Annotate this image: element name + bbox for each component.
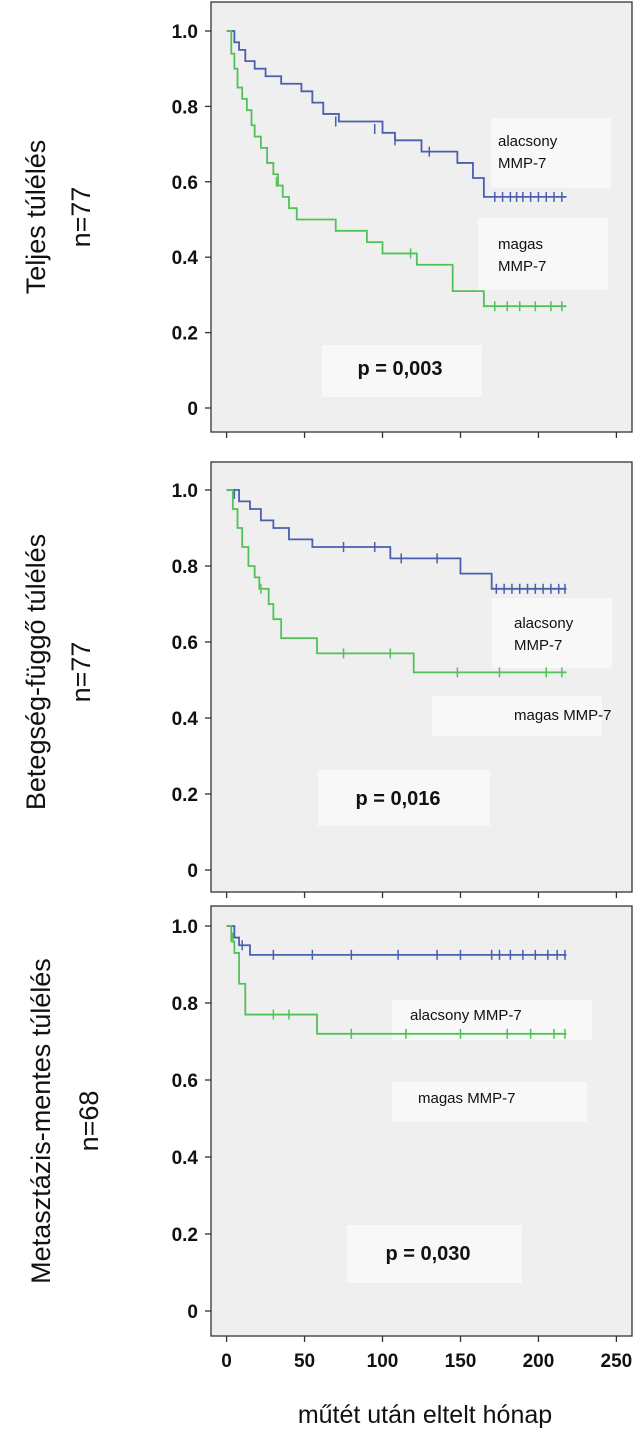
y-tick-label: 0.4 xyxy=(172,1148,199,1169)
y-tick-label: 0.2 xyxy=(172,1225,198,1246)
km-curve-alacsony xyxy=(226,925,567,956)
y-tick-label: 0.6 xyxy=(172,633,198,654)
km-panel-1: 0 0.2 0.4 0.6 0.8 1.0 alacsony MMP-7 magas MMP-7 p… xyxy=(21,1,633,438)
km-curve-magas xyxy=(226,489,567,674)
x-tick-label: 150 xyxy=(445,1351,477,1372)
km-panel-3: 0 0.2 0.4 0.6 0.8 1.0 0 50 100 150 200 250 alacsony … xyxy=(26,905,633,1429)
p-value-box xyxy=(322,345,482,397)
y-tick-label: 1.0 xyxy=(172,917,198,938)
annotation-box xyxy=(478,218,608,290)
y-tick-label: 0.8 xyxy=(172,97,198,118)
row-sublabel: n=77 xyxy=(66,642,96,703)
y-tick-label: 0.8 xyxy=(172,557,198,578)
km-curve-alacsony xyxy=(226,489,567,590)
km-panel-2: 0 0.2 0.4 0.6 0.8 1.0 alacsony MMP-7 magas MMP-7… xyxy=(21,461,633,898)
p-value: p = 0,003 xyxy=(357,358,442,380)
x-tick-label: 50 xyxy=(294,1351,315,1372)
p-value-box xyxy=(347,1225,522,1283)
y-tick-label: 0 xyxy=(187,1302,198,1323)
y-tick-label: 0.8 xyxy=(172,994,198,1015)
y-tick-label: 0.4 xyxy=(172,709,199,730)
row-sublabel: n=77 xyxy=(66,187,96,248)
km-curve-magas xyxy=(226,30,567,308)
y-tick-label: 0.6 xyxy=(172,1071,198,1092)
y-tick-label: 0.6 xyxy=(172,173,198,194)
series-annotation: magas MMP-7 xyxy=(498,236,546,275)
series-annotation: magas MMP-7 xyxy=(514,707,612,724)
y-tick-label: 1.0 xyxy=(172,22,198,43)
p-value: p = 0,016 xyxy=(355,788,440,810)
x-axis-label: műtét után eltelt hónap xyxy=(298,1401,552,1429)
series-annotation: magas MMP-7 xyxy=(418,1090,516,1107)
p-value: p = 0,030 xyxy=(385,1243,470,1265)
annotation-box xyxy=(491,118,611,188)
row-sublabel: n=68 xyxy=(74,1091,104,1152)
y-tick-label: 0.4 xyxy=(172,248,199,269)
y-tick-label: 0.2 xyxy=(172,785,198,806)
series-annotation: alacsony MMP-7 xyxy=(498,133,558,172)
x-tick-label: 100 xyxy=(367,1351,399,1372)
annotation-box xyxy=(432,696,602,736)
y-tick-label: 1.0 xyxy=(172,481,198,502)
annotation-box xyxy=(392,1082,587,1122)
x-tick-label: 250 xyxy=(601,1351,633,1372)
km-curve-magas xyxy=(226,925,567,1035)
y-tick-label: 0 xyxy=(187,861,198,882)
row-label: Betegség-függő túlélés xyxy=(21,534,51,810)
row-label: Metasztázis-mentes túlélés xyxy=(26,958,56,1284)
annotation-box xyxy=(492,598,612,668)
x-tick-label: 200 xyxy=(523,1351,555,1372)
x-tick-label: 0 xyxy=(221,1351,232,1372)
series-annotation: alacsony MMP-7 xyxy=(514,615,574,654)
km-curve-alacsony xyxy=(226,30,567,198)
row-label: Teljes túlélés xyxy=(21,140,51,295)
series-annotation: alacsony MMP-7 xyxy=(410,1007,522,1024)
y-tick-label: 0 xyxy=(187,399,198,420)
p-value-box xyxy=(318,770,490,826)
y-tick-label: 0.2 xyxy=(172,324,198,345)
